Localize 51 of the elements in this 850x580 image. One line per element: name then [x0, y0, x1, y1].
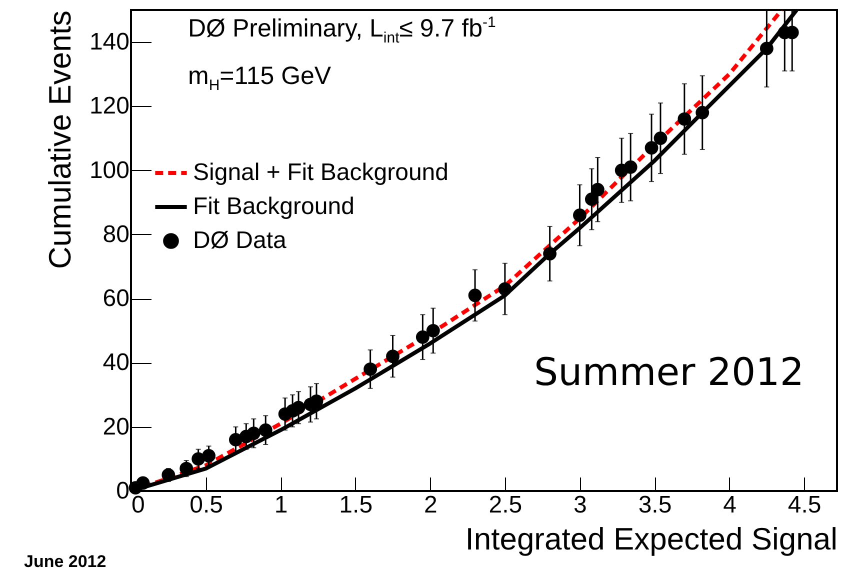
point [624, 160, 638, 174]
x-tick-label: 3 [574, 492, 587, 518]
point [654, 132, 668, 145]
point [760, 42, 774, 56]
point [364, 362, 378, 376]
x-tick-label: 0.5 [190, 492, 223, 518]
point [202, 449, 216, 462]
legend-label: Fit Background [193, 193, 354, 220]
point [678, 112, 692, 126]
point [696, 106, 710, 120]
x-tick-label: 2.5 [488, 492, 522, 518]
point [543, 247, 557, 260]
y-tick-label: 60 [102, 285, 130, 312]
point [136, 476, 150, 490]
y-axis-title: Cumulative Events [42, 10, 78, 269]
x-tick-label: 3.5 [638, 492, 672, 518]
y-tick-label: 120 [89, 92, 130, 120]
x-tick-label: 2 [424, 492, 438, 518]
point [584, 192, 598, 206]
point [246, 426, 260, 440]
x-tick-label: 1.5 [339, 492, 373, 518]
point [228, 433, 242, 446]
point [426, 324, 440, 338]
y-tick-label: 100 [89, 156, 130, 184]
point [573, 208, 586, 222]
point [310, 394, 324, 408]
y-tick-label: 40 [102, 349, 130, 376]
y-tick-label: 20 [102, 413, 130, 440]
annotation: DØ Preliminary, L$_{int}$≤ 9.7 fb$^{-1}$ [188, 14, 496, 46]
point [498, 282, 512, 296]
point [590, 182, 604, 196]
y-tick-label: 140 [89, 28, 130, 56]
x-tick-label: 1 [274, 492, 288, 518]
point [416, 330, 430, 344]
annotation: m$_{H}$=115 GeV [188, 62, 332, 94]
point [292, 400, 306, 414]
legend-label: DØ Data [193, 227, 288, 254]
point [468, 288, 482, 302]
point [180, 462, 194, 476]
y-tick-label: 80 [102, 220, 130, 248]
x-axis-title: Integrated Expected Signal [465, 522, 838, 556]
x-tick-label: 4 [723, 492, 736, 518]
point [386, 350, 400, 364]
point [162, 468, 176, 482]
x-tick-label: 4.5 [788, 492, 822, 518]
annotation: Summer 2012 [534, 350, 804, 394]
point [644, 141, 658, 155]
text: June 2012 [24, 552, 106, 572]
legend-label: Signal + Fit Background [193, 159, 448, 186]
point [258, 423, 272, 437]
point [192, 452, 206, 466]
